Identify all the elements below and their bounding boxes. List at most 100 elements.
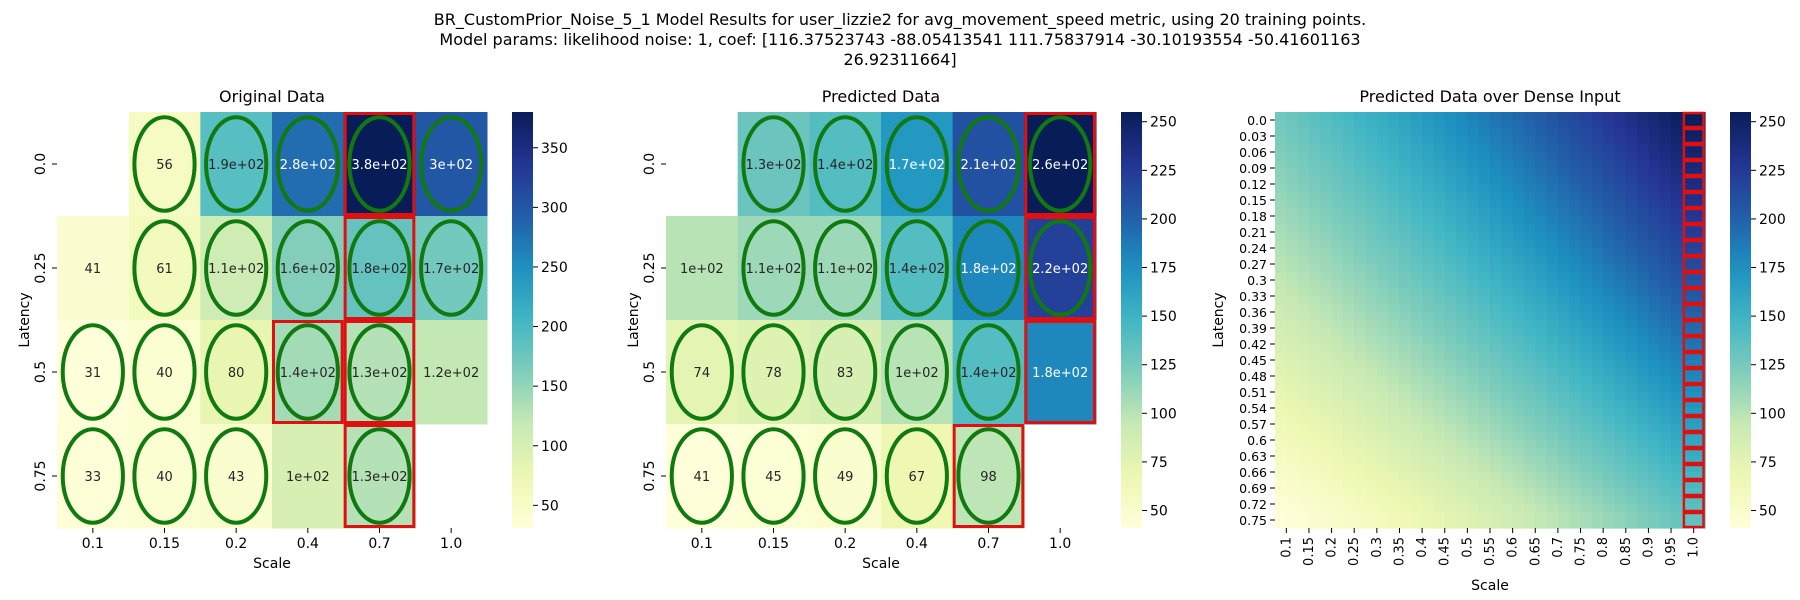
dense-cell	[1603, 432, 1616, 441]
dense-cell	[1671, 520, 1683, 529]
dense-cell	[1625, 152, 1638, 161]
dense-cell	[1682, 160, 1695, 169]
x-tick-label: 0.2	[834, 536, 856, 552]
dense-cell	[1569, 408, 1582, 417]
dense-cell	[1637, 344, 1650, 353]
heatmap-cell	[200, 112, 273, 217]
dense-cell	[1535, 208, 1548, 217]
dense-cell	[1286, 384, 1299, 393]
dense-cell	[1286, 208, 1299, 217]
dense-cell	[1388, 464, 1401, 473]
dense-cell	[1331, 464, 1344, 473]
dense-cell	[1297, 128, 1310, 137]
dense-cell	[1546, 216, 1559, 225]
dense-cell	[1286, 336, 1299, 345]
dense-cell	[1410, 336, 1423, 345]
dense-cell	[1308, 192, 1321, 201]
dense-cell	[1320, 352, 1333, 361]
dense-cell	[1659, 112, 1672, 121]
dense-cell	[1422, 504, 1435, 513]
heatmap-cell	[272, 112, 345, 217]
dense-cell	[1535, 392, 1548, 401]
dense-cell	[1275, 360, 1287, 369]
dense-cell	[1557, 280, 1570, 289]
dense-cell	[1433, 520, 1446, 529]
dense-cell	[1671, 336, 1683, 345]
dense-cell	[1546, 288, 1559, 297]
dense-cell	[1682, 128, 1695, 137]
dense-cell	[1648, 160, 1661, 169]
dense-cell	[1625, 216, 1638, 225]
dense-cell	[1365, 232, 1378, 241]
dense-cell	[1320, 368, 1333, 377]
dense-cell	[1580, 128, 1593, 137]
dense-cell	[1580, 184, 1593, 193]
dense-cell	[1637, 280, 1650, 289]
training-point-ellipse	[884, 323, 949, 421]
dense-cell	[1637, 512, 1650, 521]
dense-cell	[1433, 480, 1446, 489]
dense-cell	[1478, 240, 1491, 249]
dense-cell	[1490, 256, 1502, 265]
dense-cell	[1501, 264, 1514, 273]
dense-cell	[1490, 504, 1502, 513]
cell-annotation: 1.3e+02	[351, 366, 407, 381]
dense-cell	[1501, 296, 1514, 305]
colorbar-tick-label: 200	[541, 320, 568, 336]
dense-cell	[1478, 336, 1491, 345]
dense-cell	[1490, 248, 1502, 257]
dense-cell	[1456, 136, 1468, 145]
dense-cell	[1523, 216, 1536, 225]
dense-cell	[1275, 144, 1287, 153]
dense-cell	[1376, 376, 1389, 385]
dense-cell	[1354, 352, 1367, 361]
dense-cell	[1637, 112, 1650, 121]
dense-cell	[1693, 272, 1706, 281]
cell-annotation: 1.6e+02	[280, 262, 336, 277]
dense-cell	[1433, 176, 1446, 185]
dense-cell	[1410, 344, 1423, 353]
dense-cell	[1625, 392, 1638, 401]
dense-cell	[1456, 312, 1468, 321]
dense-cell	[1376, 440, 1389, 449]
dense-cell	[1444, 440, 1457, 449]
dense-cell	[1308, 112, 1321, 121]
dense-cell	[1275, 416, 1287, 425]
dense-cell	[1501, 336, 1514, 345]
dense-cell	[1320, 480, 1333, 489]
dense-cell	[1376, 112, 1389, 121]
dense-cell	[1365, 144, 1378, 153]
dense-cell	[1410, 272, 1423, 281]
dense-cell	[1478, 168, 1491, 177]
dense-cell	[1648, 392, 1661, 401]
dense-cell	[1523, 160, 1536, 169]
dense-cell	[1535, 160, 1548, 169]
dense-cell	[1399, 440, 1412, 449]
dense-cell	[1297, 184, 1310, 193]
dense-cell	[1648, 192, 1661, 201]
dense-cell	[1433, 376, 1446, 385]
dense-cell	[1512, 496, 1525, 505]
dense-cell	[1569, 240, 1582, 249]
dense-cell	[1523, 464, 1536, 473]
dense-cell	[1354, 112, 1367, 121]
dense-cell	[1693, 248, 1706, 257]
dense-cell	[1535, 520, 1548, 529]
dense-cell	[1456, 344, 1468, 353]
colorbar-tick-label: 150	[1759, 309, 1786, 325]
dense-cell	[1297, 472, 1310, 481]
dense-cell	[1456, 200, 1468, 209]
dense-cell	[1275, 288, 1287, 297]
dense-cell	[1535, 224, 1548, 233]
dense-cell	[1614, 208, 1627, 217]
dense-cell	[1671, 408, 1683, 417]
dense-cell	[1603, 416, 1616, 425]
dense-cell	[1286, 480, 1299, 489]
dense-cell	[1569, 480, 1582, 489]
dense-cell	[1354, 160, 1367, 169]
dense-cell	[1512, 520, 1525, 529]
dense-cell	[1467, 360, 1480, 369]
dense-cell	[1410, 232, 1423, 241]
dense-cell	[1580, 352, 1593, 361]
dense-cell	[1308, 440, 1321, 449]
